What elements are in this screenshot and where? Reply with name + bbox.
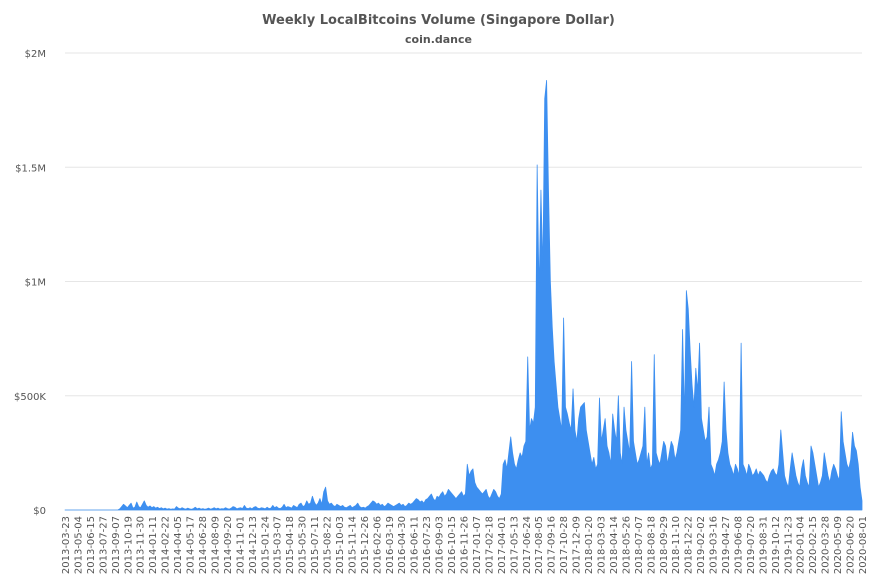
series-area-0: [64, 80, 863, 511]
x-tick-label: 2016-07-23: [422, 516, 433, 574]
x-tick-label: 2014-01-11: [148, 516, 159, 574]
x-tick-label: 2020-06-20: [846, 516, 857, 574]
x-tick-label: 2020-02-15: [808, 516, 819, 574]
y-tick-label: $500K: [14, 392, 46, 403]
x-tick-label: 2016-02-06: [372, 516, 383, 574]
chart-title: Weekly LocalBitcoins Volume (Singapore D…: [262, 13, 615, 28]
y-tick-label: $2M: [25, 49, 46, 60]
x-tick-label: 2016-06-11: [410, 516, 421, 574]
x-tick-label: 2017-10-28: [559, 516, 570, 574]
x-tick-label: 2020-03-28: [821, 516, 832, 574]
x-tick-label: 2018-11-10: [671, 516, 682, 574]
x-tick-label: 2017-05-13: [509, 516, 520, 574]
x-tick-label: 2013-06-15: [86, 516, 97, 574]
x-tick-label: 2014-08-09: [210, 516, 221, 574]
x-tick-label: 2019-10-12: [771, 516, 782, 574]
x-tick-label: 2019-04-27: [721, 516, 732, 574]
x-tick-label: 2014-06-28: [198, 516, 209, 574]
x-tick-label: 2015-07-11: [310, 516, 321, 574]
x-tick-label: 2015-12-26: [360, 516, 371, 574]
x-tick-label: 2018-07-07: [634, 516, 645, 574]
x-tick-label: 2019-08-31: [758, 516, 769, 574]
x-tick-label: 2017-01-07: [472, 516, 483, 574]
x-tick-label: 2019-06-08: [733, 516, 744, 574]
x-tick-label: 2020-08-01: [858, 516, 869, 574]
chart-subtitle: coin.dance: [405, 33, 472, 46]
x-tick-label: 2016-11-26: [460, 516, 471, 574]
x-tick-label: 2017-08-05: [534, 516, 545, 574]
x-tick-label: 2018-08-18: [646, 516, 657, 574]
x-tick-label: 2013-11-30: [136, 516, 147, 574]
x-tick-label: 2018-03-03: [596, 516, 607, 574]
x-tick-label: 2019-03-16: [709, 516, 720, 574]
x-tick-label: 2016-09-03: [435, 516, 446, 574]
x-tick-label: 2013-05-04: [73, 516, 84, 574]
x-tick-label: 2020-05-09: [833, 516, 844, 574]
x-tick-label: 2015-10-03: [335, 516, 346, 574]
x-tick-label: 2017-06-24: [522, 516, 533, 574]
x-tick-label: 2017-09-16: [547, 516, 558, 574]
x-tick-label: 2013-07-27: [98, 516, 109, 574]
x-tick-label: 2017-04-01: [497, 516, 508, 574]
x-tick-label: 2015-01-24: [260, 516, 271, 574]
x-tick-label: 2018-05-26: [621, 516, 632, 574]
x-tick-label: 2015-03-07: [273, 516, 284, 574]
x-tick-label: 2019-02-02: [696, 516, 707, 574]
y-tick-label: $1.5M: [15, 163, 46, 174]
x-tick-label: 2020-01-04: [796, 516, 807, 574]
x-tick-label: 2013-09-07: [111, 516, 122, 574]
x-tick-label: 2016-10-15: [447, 516, 458, 574]
x-tick-label: 2017-02-18: [484, 516, 495, 574]
x-tick-label: 2015-08-22: [323, 516, 334, 574]
x-tick-label: 2018-12-22: [684, 516, 695, 574]
x-tick-label: 2014-05-17: [186, 516, 197, 574]
x-tick-label: 2016-04-30: [397, 516, 408, 574]
x-tick-label: 2013-10-19: [123, 516, 134, 574]
x-tick-label: 2014-11-01: [235, 516, 246, 574]
x-tick-label: 2013-03-23: [61, 516, 72, 574]
x-tick-label: 2014-09-20: [223, 516, 234, 574]
x-tick-label: 2014-12-13: [248, 516, 259, 574]
x-tick-label: 2018-01-20: [584, 516, 595, 574]
y-tick-label: $1M: [25, 278, 46, 289]
x-tick-label: 2019-11-23: [783, 516, 794, 574]
x-tick-label: 2015-05-30: [298, 516, 309, 574]
x-tick-label: 2018-09-29: [659, 516, 670, 574]
x-tick-label: 2018-04-14: [609, 516, 620, 574]
x-tick-label: 2015-11-14: [347, 516, 358, 574]
x-tick-label: 2014-02-22: [161, 516, 172, 574]
x-tick-label: 2016-03-19: [385, 516, 396, 574]
x-tick-label: 2017-12-09: [572, 516, 583, 574]
x-tick-label: 2019-07-20: [746, 516, 757, 574]
x-tick-label: 2014-04-05: [173, 516, 184, 574]
y-tick-label: $0: [33, 506, 46, 517]
x-tick-label: 2015-04-18: [285, 516, 296, 574]
